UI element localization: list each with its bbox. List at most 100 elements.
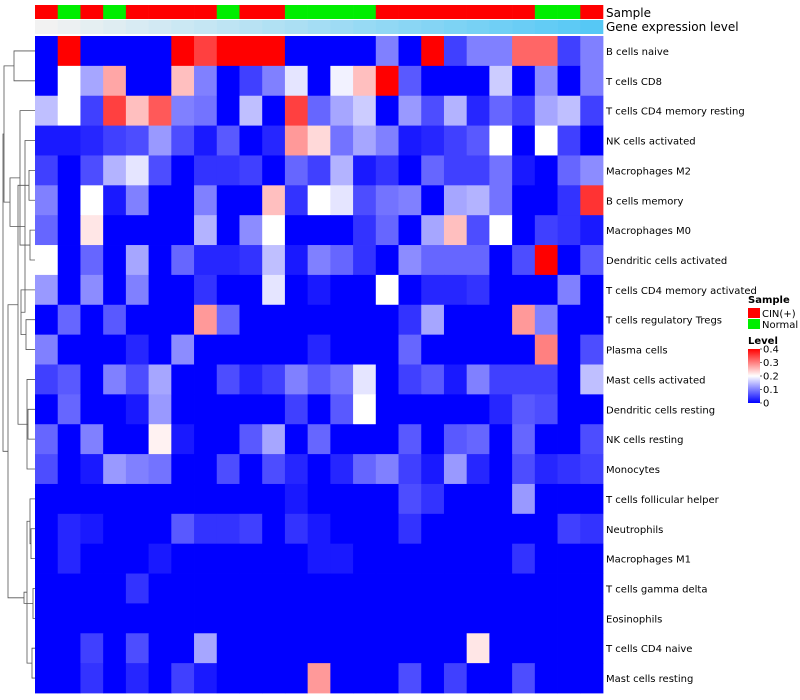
heatmap-cell-4-2	[80, 155, 104, 186]
sample-cell-14	[353, 5, 377, 19]
heatmap-cell-18-0	[35, 573, 59, 604]
heatmap-cell-18-4	[125, 573, 149, 604]
heatmap-cell-5-23	[557, 185, 581, 216]
dendrogram-branch-1	[31, 647, 35, 679]
dendrogram-branch-6	[27, 408, 35, 440]
heatmap-cell-21-4	[125, 663, 149, 694]
heatmap-cell-11-20	[489, 364, 513, 395]
heatmap-cell-10-4	[125, 334, 149, 365]
heatmap-cell-16-3	[103, 513, 127, 545]
heatmap-cell-18-24	[580, 573, 604, 604]
sample-cell-13	[330, 5, 354, 19]
heatmap-cell-13-8	[216, 424, 240, 455]
heatmap-cell-19-21	[512, 603, 536, 634]
expression-cell-19	[466, 20, 490, 34]
heatmap-cell-13-10	[262, 424, 286, 455]
heatmap-cell-10-20	[489, 334, 513, 365]
expression-cell-23	[557, 20, 581, 34]
heatmap-cell-20-24	[580, 633, 604, 664]
heatmap-cell-2-0	[35, 95, 59, 126]
heatmap-cell-9-0	[35, 304, 59, 336]
heatmap-cell-18-6	[171, 573, 195, 604]
heatmap-cell-11-3	[103, 364, 127, 395]
heatmap-cell-2-21	[512, 95, 536, 126]
heatmap-cell-18-14	[353, 573, 377, 604]
heatmap-cell-13-11	[284, 424, 309, 455]
heatmap-cell-7-12	[307, 245, 331, 276]
heatmap-cell-19-19	[466, 603, 490, 634]
heatmap-cell-18-1	[57, 573, 81, 604]
heatmap-cell-15-10	[262, 483, 286, 515]
heatmap-cell-7-19	[466, 245, 490, 276]
heatmap-cell-21-1	[57, 663, 81, 694]
sample-cell-12	[307, 5, 331, 19]
heatmap-cell-2-24	[580, 95, 604, 126]
heatmap-cell-4-21	[512, 155, 536, 186]
heatmap-cell-15-3	[103, 483, 127, 515]
heatmap-cell-10-9	[239, 334, 263, 365]
heatmap-cell-12-23	[557, 394, 581, 425]
heatmap-cell-6-0	[35, 215, 59, 246]
heatmap-cell-18-15	[375, 573, 399, 604]
heatmap-cell-15-5	[148, 483, 172, 515]
heatmap-cell-19-24	[580, 603, 604, 634]
heatmap-cell-2-11	[284, 95, 309, 126]
heatmap-cell-4-22	[534, 155, 558, 186]
expression-cell-18	[443, 20, 467, 34]
row-label-13: NK cells resting	[606, 435, 683, 446]
heatmap-cell-13-9	[239, 424, 263, 455]
heatmap-cell-9-11	[284, 304, 309, 336]
heatmap-cell-18-9	[239, 573, 263, 604]
heatmap-cell-18-16	[398, 573, 422, 604]
heatmap-cell-8-17	[421, 274, 445, 306]
heatmap-cell-21-17	[421, 663, 445, 694]
dendrogram-branch-18	[7, 304, 24, 599]
row-label-19: Eosinophils	[606, 614, 662, 625]
sample-cell-18	[443, 5, 467, 19]
heatmap-cell-20-9	[239, 633, 263, 664]
sample-annotation-bar	[35, 5, 604, 19]
heatmap-cell-1-18	[443, 65, 468, 97]
heatmap-cell-10-2	[80, 334, 104, 365]
heatmap-cell-3-18	[443, 125, 468, 156]
heatmap-cell-10-10	[262, 334, 286, 365]
heatmap-cell-18-22	[534, 573, 558, 604]
heatmap-cell-11-5	[148, 364, 172, 395]
heatmap-cell-16-18	[443, 513, 468, 545]
heatmap-cell-1-12	[307, 65, 331, 97]
legend: Sample CIN(+) Normal Level 0.4 0.3 0.2 0.1 0	[748, 295, 798, 410]
heatmap-cell-3-6	[171, 125, 195, 156]
heatmap-cell-7-15	[375, 245, 399, 276]
heatmap-cell-3-7	[194, 125, 218, 156]
heatmap-cell-12-13	[330, 394, 354, 425]
heatmap-cell-18-19	[466, 573, 490, 604]
heatmap-cell-3-12	[307, 125, 331, 156]
heatmap-cell-0-0	[35, 36, 59, 67]
heatmap-cell-19-0	[35, 603, 59, 634]
heatmap-cell-21-3	[103, 663, 127, 694]
heatmap-cell-15-23	[557, 483, 581, 515]
heatmap-cell-19-1	[57, 603, 81, 634]
heatmap-cell-11-11	[284, 364, 309, 395]
heatmap-cells	[35, 36, 604, 694]
heatmap-cell-5-6	[171, 185, 195, 216]
heatmap-cell-4-24	[580, 155, 604, 186]
row-label-8: T cells CD4 memory activated	[605, 286, 757, 297]
heatmap-cell-12-21	[512, 394, 536, 425]
heatmap-cell-2-6	[171, 95, 195, 126]
heatmap-cell-15-17	[421, 483, 445, 515]
sample-cell-17	[421, 5, 445, 19]
heatmap-cell-1-0	[35, 65, 59, 97]
heatmap-cell-10-17	[421, 334, 445, 365]
expression-cell-6	[171, 20, 195, 34]
heatmap-cell-19-23	[557, 603, 581, 634]
heatmap-cell-12-3	[103, 394, 127, 425]
row-label-21: Mast cells resting	[606, 674, 693, 685]
heatmap-cell-10-14	[353, 334, 377, 365]
heatmap-cell-18-5	[148, 573, 172, 604]
heatmap-cell-20-1	[57, 633, 81, 664]
legend-label-normal: Normal	[762, 320, 798, 331]
heatmap-cell-18-21	[512, 573, 536, 604]
heatmap-cell-14-2	[80, 454, 104, 485]
heatmap-cell-5-9	[239, 185, 263, 216]
